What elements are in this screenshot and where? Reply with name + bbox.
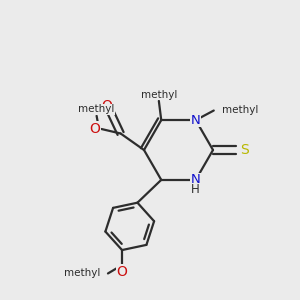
Text: O: O	[89, 122, 100, 136]
Text: O: O	[101, 100, 112, 113]
Text: N: N	[191, 114, 201, 127]
Text: H: H	[190, 183, 199, 196]
Text: methyl: methyl	[78, 104, 115, 114]
Text: methyl: methyl	[141, 90, 177, 100]
Text: methyl: methyl	[221, 105, 258, 115]
Text: O: O	[117, 265, 128, 279]
Text: S: S	[240, 143, 249, 157]
Text: N: N	[191, 173, 201, 186]
Text: methyl: methyl	[64, 268, 100, 278]
